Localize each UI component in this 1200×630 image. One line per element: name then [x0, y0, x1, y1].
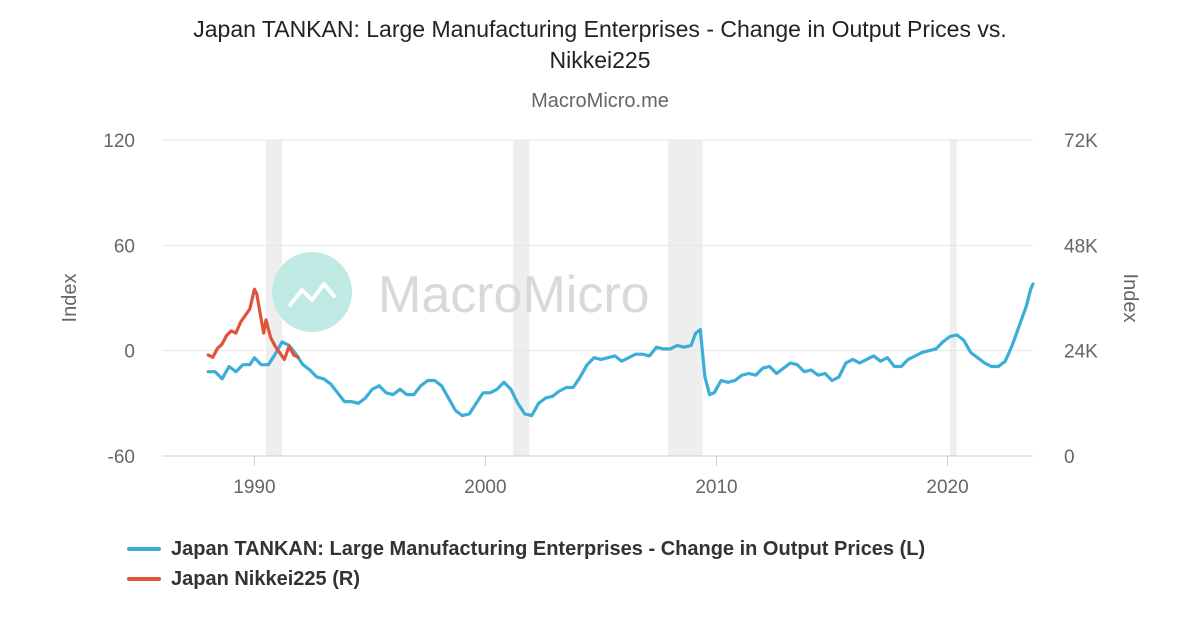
- right-axis-title: Index: [1119, 274, 1141, 323]
- legend-swatch-output-prices: [127, 547, 161, 551]
- left-tick-label: -60: [108, 447, 135, 468]
- left-tick-label: 60: [114, 236, 135, 257]
- shaded-period-2: [667, 140, 703, 456]
- right-tick-label: 72K: [1064, 131, 1098, 152]
- legend: Japan TANKAN: Large Manufacturing Enterp…: [127, 534, 925, 594]
- watermark-text: MacroMicro: [378, 266, 650, 324]
- shaded-period-1: [513, 140, 530, 456]
- right-tick-label: 48K: [1064, 236, 1098, 257]
- left-axis-title: Index: [59, 274, 81, 323]
- x-tick-label: 1990: [233, 477, 275, 498]
- chart-subtitle: MacroMicro.me: [531, 90, 669, 112]
- x-tick-label: 2000: [464, 477, 506, 498]
- left-tick-label: 120: [103, 131, 135, 152]
- left-tick-label: 0: [124, 342, 135, 363]
- x-tick-label: 2020: [926, 477, 968, 498]
- watermark-logo-line-icon: [288, 282, 336, 307]
- watermark-logo-icon: [272, 252, 352, 332]
- series-line-output-prices: [206, 282, 1035, 418]
- watermark: MacroMicro: [272, 252, 650, 332]
- x-tick-label: 2010: [695, 477, 737, 498]
- legend-label-output-prices: Japan TANKAN: Large Manufacturing Enterp…: [171, 537, 926, 560]
- recession-shading: [265, 140, 957, 456]
- legend-item-nikkei225[interactable]: Japan Nikkei225 (R): [127, 564, 925, 594]
- legend-item-output-prices[interactable]: Japan TANKAN: Large Manufacturing Enterp…: [127, 534, 925, 564]
- shaded-period-3: [949, 140, 957, 456]
- legend-label-nikkei225: Japan Nikkei225 (R): [171, 567, 360, 590]
- series-lines: [206, 282, 1035, 418]
- legend-swatch-nikkei225: [127, 577, 161, 581]
- series-line-nikkei225: [206, 287, 300, 361]
- right-tick-label: 0: [1064, 447, 1075, 468]
- chart-title: Japan TANKAN: Large Manufacturing Enterp…: [193, 16, 1007, 73]
- axes: -60 0 60 120 0 24K 48K 72K 1990 2000 2010 2020 Index…: [59, 131, 1141, 498]
- right-tick-label: 24K: [1064, 342, 1098, 363]
